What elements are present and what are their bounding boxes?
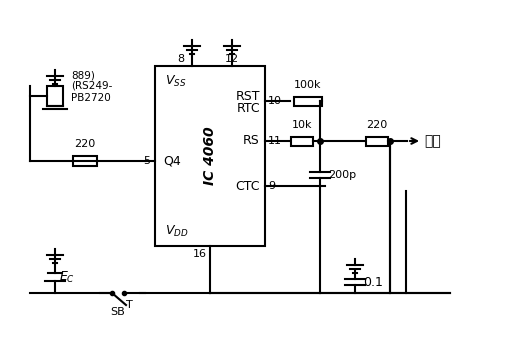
Text: CTC: CTC bbox=[236, 179, 260, 193]
Text: $V_{SS}$: $V_{SS}$ bbox=[165, 73, 186, 89]
Bar bbox=[73, 156, 97, 166]
Text: IC 4060: IC 4060 bbox=[203, 127, 217, 185]
Text: PB2720: PB2720 bbox=[71, 93, 111, 103]
Text: RST: RST bbox=[236, 90, 260, 104]
Text: 220: 220 bbox=[74, 139, 96, 149]
Text: 10k: 10k bbox=[292, 120, 312, 130]
Text: Q4: Q4 bbox=[163, 154, 181, 167]
Bar bbox=[291, 136, 313, 146]
Text: 0.1: 0.1 bbox=[363, 276, 383, 288]
Text: 11: 11 bbox=[268, 136, 282, 146]
Bar bbox=[47, 86, 63, 106]
Text: 探针: 探针 bbox=[424, 134, 441, 148]
Text: 5: 5 bbox=[143, 156, 150, 166]
Bar bbox=[155, 66, 265, 246]
Bar bbox=[366, 136, 388, 146]
Text: RTC: RTC bbox=[236, 103, 260, 116]
Text: T: T bbox=[126, 300, 133, 310]
Text: $V_{DD}$: $V_{DD}$ bbox=[165, 223, 189, 239]
Text: 220: 220 bbox=[366, 120, 388, 130]
Text: 8: 8 bbox=[177, 54, 184, 64]
Text: 889): 889) bbox=[71, 71, 95, 81]
Bar bbox=[294, 97, 322, 105]
Text: 12: 12 bbox=[225, 54, 239, 64]
Text: 100k: 100k bbox=[294, 80, 322, 90]
Text: 200p: 200p bbox=[328, 170, 356, 180]
Text: SB: SB bbox=[110, 307, 125, 317]
Text: 9: 9 bbox=[268, 181, 275, 191]
Text: 16: 16 bbox=[193, 249, 207, 259]
Text: (RS249-: (RS249- bbox=[71, 81, 112, 91]
Text: 10: 10 bbox=[268, 96, 282, 106]
Text: RS: RS bbox=[243, 134, 260, 148]
Text: $E_C$: $E_C$ bbox=[59, 269, 75, 284]
